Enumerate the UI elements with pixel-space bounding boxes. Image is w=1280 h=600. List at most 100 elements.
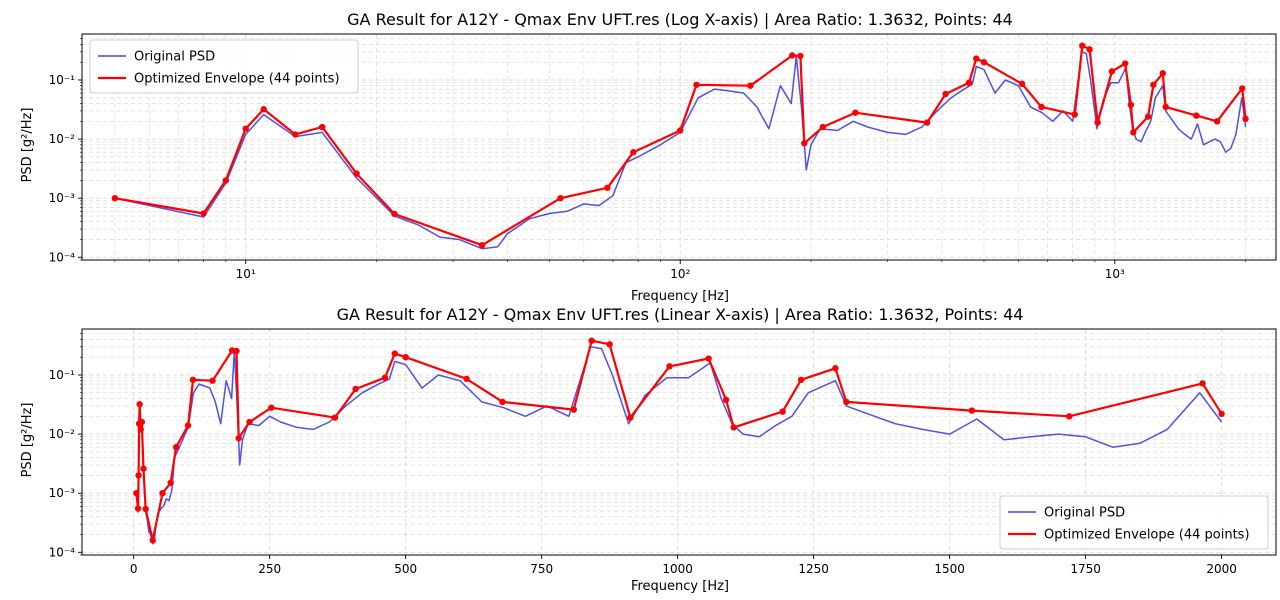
envelope-point [1127,101,1135,109]
envelope-point [235,435,242,442]
envelope-point [1144,113,1152,120]
x-tick-label: 10³ [1105,267,1125,281]
envelope-point [1162,103,1169,111]
envelope-point [1079,42,1086,49]
envelope-point [478,242,486,249]
plot-frame [81,33,1277,261]
plot-area: 10⁻⁴ 10⁻³ 10⁻² 10⁻¹ 0 250 500 750 1000 1250 1500 17… [49,328,1277,576]
y-axis-label: PSD [g²/Hz] [20,403,35,478]
envelope-point [111,194,119,202]
envelope-point [942,90,949,98]
envelope-point [135,472,142,479]
envelope-point [138,418,146,426]
envelope-point [1242,115,1249,123]
envelope-point [133,489,140,497]
y-tick-label: 10⁻³ [49,486,76,500]
envelope-point [1094,119,1101,126]
envelope-point [1150,81,1157,88]
y-tick-label: 10⁻⁴ [49,250,76,264]
envelope-point [292,131,299,138]
envelope-point [233,347,240,355]
envelope-point [627,414,634,421]
envelope-point [1159,70,1167,77]
legend-box [999,495,1269,550]
x-axis-label: Frequency [Hz] [631,289,729,304]
envelope-point [789,52,796,59]
envelope-point [391,210,398,218]
envelope-point [1066,413,1073,420]
envelope-point [1130,129,1137,136]
chart-title: GA Result for A12Y - Qmax Env UFT.res (L… [337,305,1024,324]
envelope-point [747,82,754,89]
envelope-point [260,106,267,113]
envelope-point [1108,68,1116,75]
envelope-point [159,489,166,497]
envelope-line [135,339,1223,542]
envelope-point [381,374,389,381]
envelope-point [1122,60,1129,67]
envelope-point [923,119,931,126]
envelope-point [797,52,804,60]
legend-label: Original PSD [1044,506,1125,521]
envelope-point [189,376,197,383]
envelope-point [705,355,712,362]
envelope-point [136,401,143,408]
y-tick-label: 10⁻¹ [49,368,76,382]
envelope-point [463,375,470,383]
envelope-point [1038,103,1045,111]
x-axis-label: Frequency [Hz] [631,579,729,594]
legend-label: Optimized Envelope (44 points) [134,72,340,87]
envelope-point [137,426,144,433]
chart-panel-linear-x: GA Result for A12Y - Qmax Env UFT.res (L… [20,305,1023,594]
envelope-point [843,398,850,406]
x-tick-label: 10² [670,267,690,281]
envelope-line [114,44,1247,247]
envelope-point [402,353,409,361]
envelope-point [730,424,737,431]
envelope-point [331,414,339,421]
envelope-point [980,58,988,66]
envelope-point [222,177,230,184]
envelope-point [1086,46,1093,53]
envelope-point [557,194,564,202]
legend-label: Optimized Envelope (44 points) [1044,528,1250,543]
x-tick-label: 2000 [1206,562,1237,576]
envelope-point [268,404,275,411]
plot-area: 10⁻⁴ 10⁻³ 10⁻² 10⁻¹ 10¹ 10² 10³ Original PSD Opt… [49,33,1277,281]
envelope-point [319,123,326,131]
x-tick-label: 0 [130,562,138,576]
envelope-point [606,341,613,348]
envelope-point [779,408,786,415]
envelope-point [604,184,611,191]
envelope-point [588,337,595,344]
x-tick-label: 1750 [1070,562,1101,576]
chart-title: GA Result for A12Y - Qmax Env UFT.res (L… [347,10,1013,29]
x-tick-label: 10¹ [236,267,256,281]
envelope-point [172,444,180,451]
envelope-point [140,465,147,472]
x-tick-label: 250 [258,562,281,576]
envelope-point [200,210,207,217]
x-tick-label: 1500 [934,562,965,576]
y-tick-label: 10⁻² [49,427,76,441]
envelope-point [1239,85,1246,92]
y-axis-label: PSD [g²/Hz] [20,108,35,183]
chart-panel-log-x: GA Result for A12Y - Qmax Env UFT.res (L… [20,10,1013,304]
envelope-point [1193,112,1200,119]
envelope-point [797,376,805,383]
legend: Original PSD Optimized Envelope (44 point… [999,495,1269,550]
y-tick-label: 10⁻⁴ [49,545,76,559]
envelope-point [973,55,980,62]
y-tick-label: 10⁻¹ [49,73,76,87]
envelope-point [353,170,360,177]
envelope-point [693,81,700,88]
envelope-point [832,365,839,372]
envelope-point [677,127,684,134]
envelope-point [1218,410,1225,418]
x-tick-label: 1000 [662,562,693,576]
envelope-point [1018,80,1026,88]
envelope-point [722,396,730,404]
envelope-point [968,407,976,414]
envelope-point [852,109,859,116]
